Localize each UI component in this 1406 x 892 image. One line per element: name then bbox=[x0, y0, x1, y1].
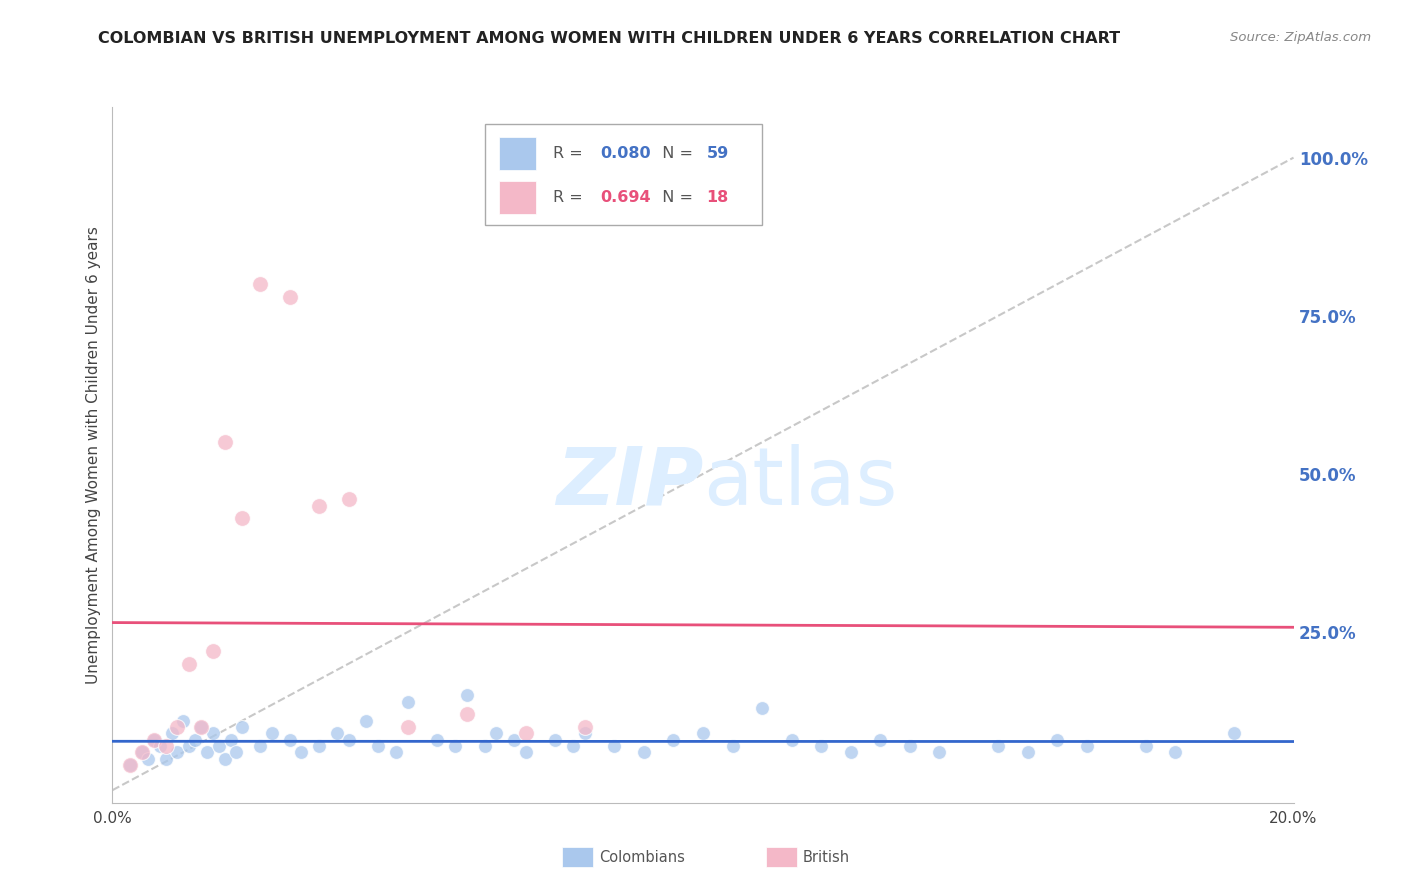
Point bbox=[396, 720, 419, 734]
Point bbox=[136, 751, 159, 765]
Point bbox=[120, 757, 142, 772]
Point bbox=[142, 732, 165, 747]
Point bbox=[515, 745, 537, 759]
Point bbox=[987, 739, 1010, 753]
Point bbox=[1076, 739, 1098, 753]
Point bbox=[201, 726, 224, 740]
Point bbox=[184, 732, 207, 747]
Point bbox=[195, 745, 218, 759]
Text: N =: N = bbox=[652, 146, 699, 161]
Point bbox=[190, 720, 212, 734]
Point bbox=[231, 511, 253, 525]
Point bbox=[426, 732, 449, 747]
Point bbox=[780, 732, 803, 747]
Point bbox=[190, 720, 212, 734]
Text: Source: ZipAtlas.com: Source: ZipAtlas.com bbox=[1230, 31, 1371, 45]
Point bbox=[290, 745, 312, 759]
Point bbox=[633, 745, 655, 759]
Point bbox=[810, 739, 832, 753]
Point bbox=[166, 745, 188, 759]
Point bbox=[166, 720, 188, 734]
Point bbox=[1017, 745, 1039, 759]
Point bbox=[208, 739, 231, 753]
Text: 0.694: 0.694 bbox=[600, 190, 651, 205]
Point bbox=[603, 739, 626, 753]
Point bbox=[249, 277, 271, 292]
Point bbox=[574, 726, 596, 740]
Point bbox=[131, 745, 153, 759]
Point bbox=[396, 695, 419, 709]
Point bbox=[337, 732, 360, 747]
Point bbox=[142, 732, 165, 747]
Point bbox=[231, 720, 253, 734]
Text: ZIP: ZIP bbox=[555, 443, 703, 522]
Point bbox=[503, 732, 526, 747]
Point bbox=[278, 732, 301, 747]
Y-axis label: Unemployment Among Women with Children Under 6 years: Unemployment Among Women with Children U… bbox=[86, 226, 101, 684]
Point bbox=[515, 726, 537, 740]
Point bbox=[721, 739, 744, 753]
Point bbox=[385, 745, 408, 759]
Point bbox=[898, 739, 921, 753]
Point bbox=[928, 745, 950, 759]
Point bbox=[751, 701, 773, 715]
Point bbox=[155, 751, 177, 765]
Text: atlas: atlas bbox=[703, 443, 897, 522]
Point bbox=[456, 707, 478, 722]
Point bbox=[692, 726, 714, 740]
Point bbox=[179, 739, 201, 753]
Point bbox=[662, 732, 685, 747]
Point bbox=[1135, 739, 1157, 753]
Point bbox=[544, 732, 567, 747]
Text: 0.080: 0.080 bbox=[600, 146, 651, 161]
Point bbox=[574, 720, 596, 734]
Point bbox=[337, 492, 360, 507]
Point bbox=[260, 726, 283, 740]
Point bbox=[839, 745, 862, 759]
Point bbox=[155, 739, 177, 753]
Point bbox=[131, 745, 153, 759]
Text: N =: N = bbox=[652, 190, 699, 205]
Text: British: British bbox=[803, 850, 851, 864]
Point bbox=[160, 726, 183, 740]
Point bbox=[562, 739, 585, 753]
Text: 18: 18 bbox=[707, 190, 728, 205]
Text: R =: R = bbox=[553, 146, 588, 161]
FancyBboxPatch shape bbox=[499, 137, 537, 170]
Point bbox=[120, 757, 142, 772]
Point bbox=[219, 732, 242, 747]
Text: Colombians: Colombians bbox=[599, 850, 685, 864]
Text: 59: 59 bbox=[707, 146, 728, 161]
Point bbox=[308, 499, 330, 513]
Point bbox=[356, 714, 378, 728]
Point bbox=[485, 726, 508, 740]
Point bbox=[869, 732, 891, 747]
Point bbox=[456, 688, 478, 702]
Point bbox=[249, 739, 271, 753]
Text: R =: R = bbox=[553, 190, 588, 205]
Point bbox=[225, 745, 247, 759]
Point bbox=[214, 751, 236, 765]
FancyBboxPatch shape bbox=[499, 181, 537, 214]
Point bbox=[474, 739, 496, 753]
Point bbox=[326, 726, 349, 740]
Point bbox=[1046, 732, 1069, 747]
Point bbox=[201, 644, 224, 658]
Point bbox=[278, 290, 301, 304]
Point bbox=[367, 739, 389, 753]
Point bbox=[444, 739, 467, 753]
FancyBboxPatch shape bbox=[485, 124, 762, 226]
Point bbox=[172, 714, 194, 728]
Point bbox=[214, 435, 236, 450]
Text: COLOMBIAN VS BRITISH UNEMPLOYMENT AMONG WOMEN WITH CHILDREN UNDER 6 YEARS CORREL: COLOMBIAN VS BRITISH UNEMPLOYMENT AMONG … bbox=[98, 31, 1121, 46]
Point bbox=[308, 739, 330, 753]
Point bbox=[1164, 745, 1187, 759]
Point bbox=[1223, 726, 1246, 740]
Point bbox=[179, 657, 201, 671]
Point bbox=[149, 739, 172, 753]
